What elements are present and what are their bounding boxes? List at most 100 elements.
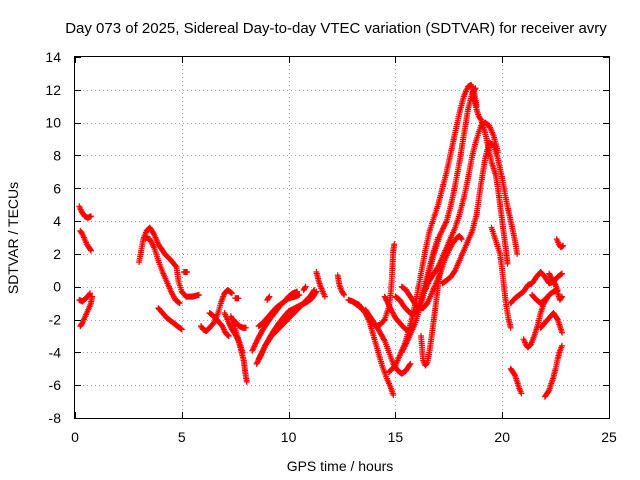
y-tick-label: 2 — [53, 246, 61, 262]
data-point — [518, 390, 525, 397]
data-point — [89, 293, 96, 300]
x-tick-label: 25 — [601, 429, 617, 445]
data-point — [88, 213, 94, 220]
data-point — [458, 236, 465, 243]
y-tick-label: -8 — [49, 410, 62, 426]
y-tick-label: 0 — [53, 279, 61, 295]
y-tick-label: 14 — [45, 49, 61, 65]
series-arc-43 — [553, 236, 567, 251]
data-point — [504, 260, 511, 267]
data-point — [423, 360, 430, 367]
data-point — [511, 371, 518, 378]
data-point — [406, 361, 413, 368]
series-arc-2 — [77, 227, 94, 254]
series-arc-37 — [507, 269, 565, 307]
series-arc-6 — [142, 234, 183, 307]
data-point — [545, 388, 552, 395]
series-arc-34 — [469, 86, 511, 267]
series-arc-10 — [206, 310, 232, 339]
data-point — [391, 241, 398, 248]
series-arc-7 — [180, 269, 191, 275]
data-point — [265, 294, 272, 301]
data-point — [390, 392, 397, 398]
series-arc-19 — [264, 293, 273, 303]
data-point — [554, 315, 560, 322]
data-point — [302, 284, 308, 291]
x-tick-label: 15 — [388, 429, 404, 445]
y-tick-label: -2 — [49, 312, 62, 328]
data-point — [266, 293, 273, 300]
series-arc-31 — [418, 267, 444, 369]
data-point — [229, 290, 235, 297]
series-arc-40 — [537, 310, 565, 336]
data-point — [310, 288, 317, 295]
series-arc-17 — [255, 287, 318, 362]
data-point — [559, 342, 565, 349]
series-arc-41 — [541, 342, 565, 400]
data-point — [302, 283, 309, 290]
data-point — [78, 230, 85, 237]
series-arc-16 — [249, 291, 303, 354]
x-tick-label: 20 — [494, 429, 510, 445]
data-point — [559, 293, 565, 300]
data-point — [381, 317, 387, 324]
y-tick-label: -4 — [49, 344, 62, 360]
data-point — [243, 378, 250, 385]
series-arc-35 — [488, 224, 514, 331]
series-arc-13 — [232, 295, 242, 302]
data-point — [435, 234, 442, 241]
series-arc-14 — [230, 316, 249, 331]
data-point — [296, 291, 303, 298]
data-point — [225, 333, 232, 339]
data-point — [78, 320, 85, 327]
data-point — [477, 115, 484, 122]
data-point — [340, 290, 347, 297]
y-tick-label: 10 — [45, 115, 61, 131]
data-point — [559, 329, 565, 336]
series-arc-42 — [546, 270, 565, 303]
data-point — [87, 246, 94, 253]
data-point — [507, 324, 514, 331]
series-arc-12 — [227, 313, 250, 385]
data-point — [184, 269, 191, 275]
series-arc-24 — [349, 241, 398, 330]
data-point — [384, 300, 391, 307]
data-point — [176, 300, 183, 307]
series-arc-1 — [76, 203, 94, 221]
y-tick-label: 6 — [53, 180, 61, 196]
series-arc-22 — [334, 272, 348, 298]
data-point — [472, 85, 479, 92]
plot-frame — [74, 56, 610, 419]
x-axis-title: GPS time / hours — [287, 458, 394, 474]
data-point — [560, 242, 567, 249]
series-arc-26 — [381, 293, 412, 334]
x-tick-label: 0 — [71, 429, 79, 445]
data-layer — [76, 81, 567, 400]
data-point — [294, 288, 301, 295]
data-point — [172, 263, 179, 270]
x-tick-label: 5 — [178, 429, 186, 445]
data-point — [321, 293, 328, 300]
series-arc-3 — [76, 290, 93, 305]
data-point — [514, 250, 521, 257]
series-arc-8 — [155, 305, 185, 333]
y-tick-label: 8 — [53, 147, 61, 163]
chart-title: Day 073 of 2025, Sidereal Day-to-day VTE… — [65, 20, 607, 37]
series-arc-20 — [300, 283, 309, 293]
data-point — [559, 270, 565, 277]
series-arc-33 — [439, 139, 521, 287]
y-tick-label: -6 — [49, 377, 62, 393]
data-point — [195, 291, 202, 298]
data-point — [178, 326, 185, 333]
data-point — [87, 290, 93, 297]
data-point — [381, 336, 387, 343]
y-tick-label: 4 — [53, 213, 61, 229]
tick-layer: 0 5 10 15 20 25 -8 -6 -4 -2 0 2 4 6 8 10 12 14 — [45, 49, 617, 445]
series-arc-18 — [255, 288, 301, 330]
data-point — [558, 294, 565, 301]
y-tick-label: 12 — [45, 82, 61, 98]
series-arc-5 — [136, 224, 202, 300]
data-point — [407, 360, 414, 367]
series-arc-21 — [313, 269, 328, 300]
